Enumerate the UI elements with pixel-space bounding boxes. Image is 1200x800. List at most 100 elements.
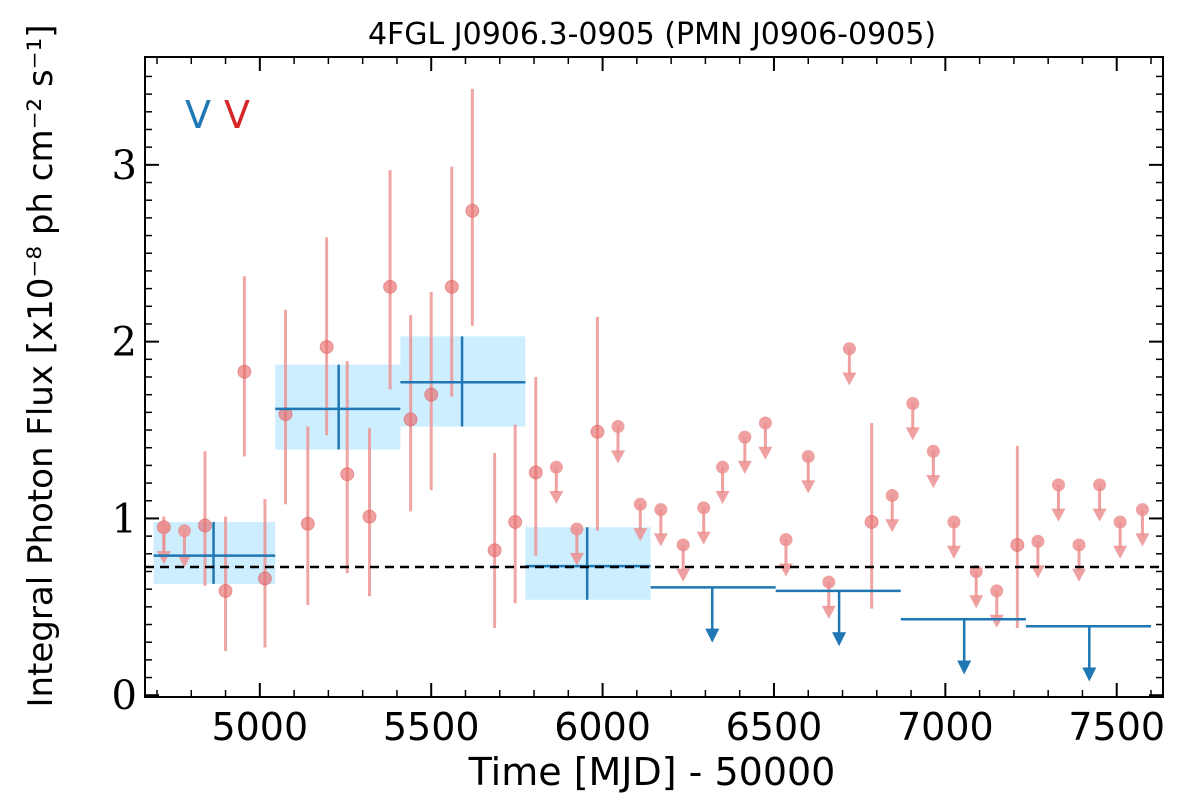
short-bin-upper-limit-3 (569, 522, 584, 566)
short-bin-marker (362, 509, 377, 524)
short-bin-point-3 (237, 276, 252, 457)
short-bin-ul-marker (177, 524, 191, 538)
short-bin-ul-marker (738, 430, 752, 444)
short-bin-ul-marker (1051, 478, 1065, 492)
long-bin-upper-limit-3 (1025, 625, 1152, 682)
x-tick-label: 6500 (726, 705, 823, 749)
short-bin-upper-limit-11 (758, 416, 773, 460)
long-bin-point-2 (400, 336, 526, 427)
short-bin-upper-limit-18 (926, 444, 941, 489)
short-bin-ul-marker (549, 460, 563, 474)
short-bin-point-11 (403, 315, 418, 512)
short-bin-upper-limit-12 (778, 533, 793, 577)
long-bin-point-0 (153, 521, 276, 584)
short-bin-ul-marker (697, 501, 711, 515)
short-bin-upper-limit-4 (611, 420, 626, 464)
short-bin-ul-marker (842, 342, 856, 356)
short-bin-point-20 (1010, 445, 1025, 629)
short-bin-upper-limit-15 (842, 342, 857, 386)
short-bin-upper-limit-22 (1030, 534, 1045, 579)
short-bin-ul-marker (801, 450, 815, 464)
short-bin-upper-limit-20 (969, 564, 984, 609)
short-bin-upper-limit-24 (1072, 538, 1087, 582)
short-bin-point-10 (383, 170, 398, 390)
short-bin-point-12 (424, 292, 439, 491)
short-bin-point-2 (218, 516, 233, 652)
short-bin-upper-limit-10 (737, 430, 752, 474)
x-tick-label: 7000 (897, 705, 994, 749)
short-bin-ul-marker (570, 522, 584, 536)
chart-title: 4FGL J0906.3-0905 (PMN J0906-0905) (368, 17, 936, 52)
short-bin-upper-limit-16 (885, 488, 900, 533)
x-axis-ticks: 5000 5500 6000 6500 7000 7500 (156, 57, 1165, 749)
short-bin-upper-limit-26 (1113, 515, 1128, 559)
x-tick-label: 7500 (1068, 705, 1165, 749)
short-bin-upper-limit-5 (633, 497, 648, 542)
short-bin-ul-marker (157, 520, 171, 534)
short-bin-ul-marker (758, 416, 772, 430)
short-bin-marker (300, 516, 315, 531)
short-bin-upper-limit-25 (1092, 478, 1107, 522)
short-bin-marker (237, 364, 252, 379)
y-tick-label: 2 (112, 320, 137, 366)
short-bin-ul-marker (822, 575, 836, 589)
short-bin-marker (340, 467, 355, 482)
x-tick-label: 5000 (211, 705, 308, 749)
long-bin-point-1 (275, 364, 401, 450)
short-bin-ul-marker (1093, 478, 1107, 492)
short-bin-ul-marker (633, 497, 647, 511)
x-tick-label: 6000 (554, 705, 651, 749)
short-bin-upper-limit-21 (989, 584, 1004, 628)
short-bin-marker (319, 339, 334, 354)
short-bin-point-17 (528, 377, 543, 556)
x-axis-label: Time [MJD] - 50000 (468, 750, 836, 794)
short-bin-marker (864, 514, 879, 529)
short-bin-marker (1010, 537, 1025, 552)
long-bin-upper-limit-2 (900, 617, 1026, 675)
short-bin-ul-marker (1113, 515, 1127, 529)
short-bin-point-15 (487, 453, 502, 629)
y-axis-label: Integral Photon Flux [x10⁻⁸ ph cm⁻² s⁻¹] (21, 24, 61, 707)
short-bin-upper-limit-13 (801, 450, 816, 494)
legend-entry-short-bins: V (224, 93, 250, 137)
short-bin-point-9 (362, 428, 377, 597)
short-bin-ul-marker (654, 503, 668, 517)
short-bin-point-16 (508, 424, 523, 604)
short-bin-ul-marker (906, 397, 920, 411)
short-bin-upper-limit-2 (549, 460, 564, 504)
short-bin-marker (465, 203, 480, 218)
short-bin-marker (383, 279, 398, 294)
short-bin-point-13 (444, 166, 459, 397)
short-bin-ul-marker (990, 584, 1004, 598)
short-bin-upper-limit-6 (653, 503, 668, 547)
short-bin-marker (590, 424, 605, 439)
short-bin-upper-limit-7 (676, 538, 691, 582)
legend: V V (185, 93, 250, 137)
short-bin-marker (197, 518, 212, 533)
short-bin-point-14 (465, 88, 480, 326)
x-tick-label: 5500 (383, 705, 480, 749)
short-bin-ul-marker (676, 538, 690, 552)
long-bin-upper-limit-0 (650, 586, 776, 643)
short-bin-upper-limit-23 (1051, 478, 1066, 522)
short-bin-ul-marker (926, 444, 940, 458)
short-bin-ul-marker (779, 533, 793, 547)
short-bin-point-1 (197, 451, 212, 586)
short-bin-upper-limit-17 (905, 397, 920, 441)
short-bin-marker (487, 543, 502, 558)
short-bin-point-7 (319, 237, 334, 436)
short-bin-point-4 (257, 498, 272, 648)
short-bin-ul-marker (611, 420, 625, 434)
short-bin-ul-marker (947, 515, 961, 529)
short-bin-upper-limit-9 (715, 460, 730, 504)
short-bin-marker (508, 514, 523, 529)
short-bin-upper-limit-1 (177, 524, 192, 568)
y-axis-ticks: 0 1 2 3 (112, 75, 1163, 719)
short-bin-ul-marker (1031, 534, 1045, 548)
short-bin-series (156, 88, 1150, 652)
short-bin-point-8 (340, 361, 355, 574)
short-bin-upper-limit-14 (821, 575, 836, 619)
y-tick-label: 1 (112, 496, 137, 542)
short-bin-marker (257, 571, 272, 586)
